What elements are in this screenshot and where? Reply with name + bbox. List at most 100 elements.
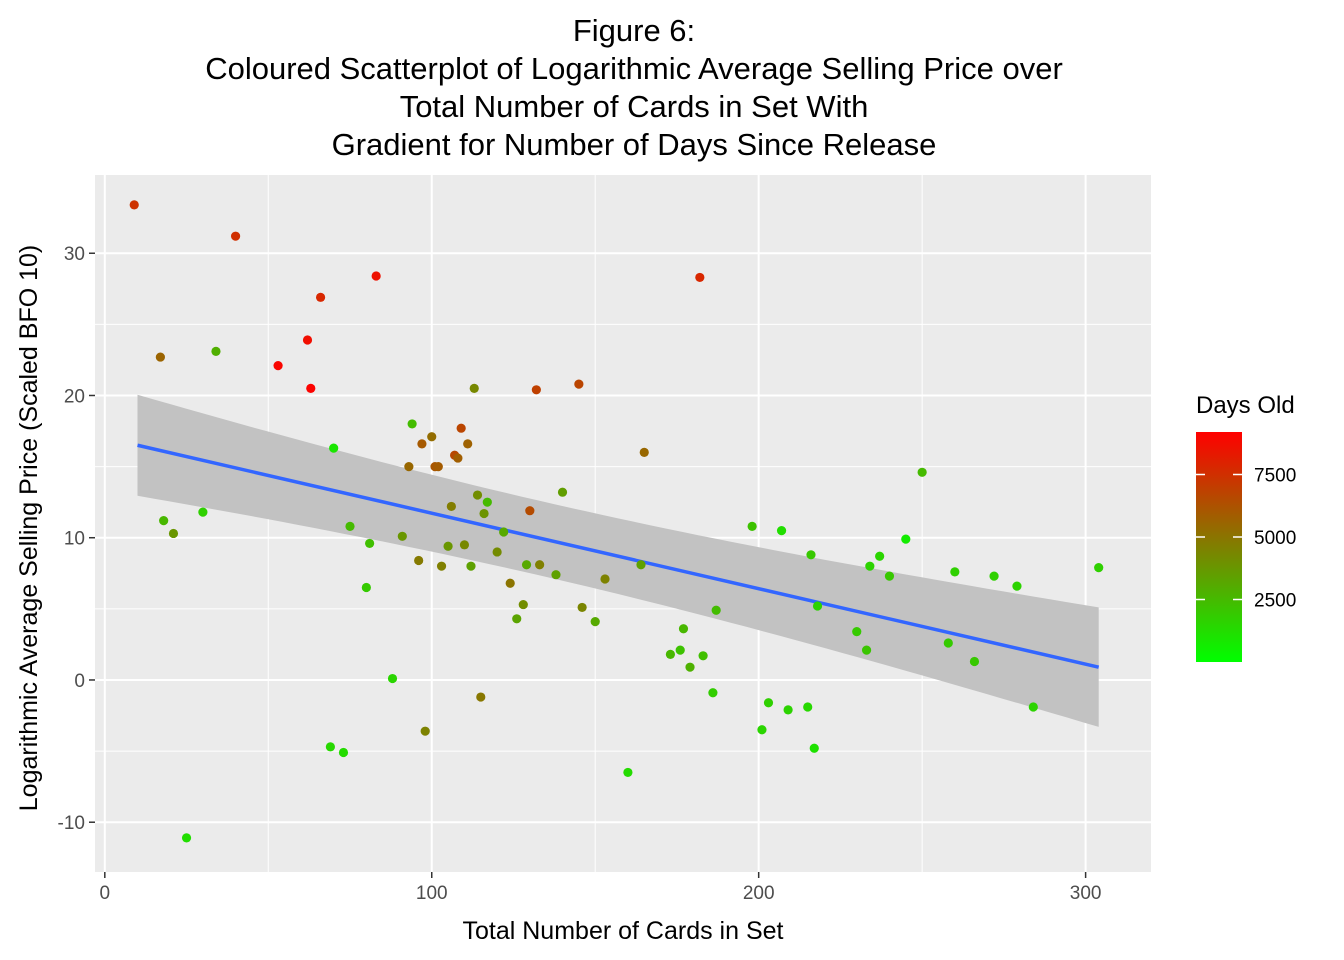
data-point — [675, 645, 685, 655]
data-point — [884, 571, 895, 581]
data-point — [776, 526, 787, 536]
y-tick-label: 30 — [64, 244, 85, 265]
data-point — [302, 335, 313, 345]
data-point — [420, 726, 430, 736]
legend-tick-label: 2500 — [1254, 591, 1296, 612]
y-axis-ticks: -10 0 10 20 30 — [58, 244, 95, 834]
data-point — [803, 702, 813, 712]
data-point — [436, 561, 447, 571]
data-point — [535, 560, 545, 570]
data-point — [525, 506, 535, 516]
data-point — [168, 528, 179, 539]
data-point — [345, 521, 355, 531]
legend-tick-label: 7500 — [1254, 466, 1296, 487]
data-point — [574, 379, 584, 389]
data-point — [698, 651, 708, 661]
data-point — [338, 747, 349, 758]
data-point — [639, 447, 649, 457]
data-point — [1028, 702, 1038, 712]
x-tick-label: 100 — [416, 883, 448, 904]
data-point — [590, 617, 600, 627]
data-point — [427, 432, 437, 442]
data-point — [472, 490, 483, 500]
data-points — [129, 200, 1104, 843]
data-point — [861, 645, 872, 655]
data-point — [557, 487, 568, 497]
data-point — [404, 462, 414, 472]
y-tick-label: 10 — [64, 529, 85, 550]
data-point — [521, 560, 532, 570]
data-point — [443, 541, 453, 551]
data-point — [463, 439, 473, 449]
data-point — [361, 582, 371, 593]
data-point — [518, 599, 528, 610]
data-point — [407, 419, 417, 429]
data-point — [708, 688, 718, 698]
legend-color-bar — [1196, 432, 1242, 662]
data-point — [917, 467, 927, 477]
data-point — [479, 508, 489, 519]
data-point — [551, 570, 561, 580]
data-point — [809, 743, 819, 753]
y-axis-title: Logarithmic Average Selling Price (Scale… — [15, 245, 43, 811]
data-point — [865, 561, 875, 571]
data-point — [812, 601, 823, 611]
data-point — [456, 423, 466, 433]
data-point — [757, 725, 767, 735]
data-point — [512, 614, 522, 624]
data-point — [665, 649, 676, 659]
trend-line-layer — [137, 443, 1100, 669]
x-axis-title: Total Number of Cards in Set — [463, 917, 784, 945]
data-point — [230, 231, 241, 241]
data-point — [806, 550, 816, 560]
data-point — [636, 560, 646, 570]
data-point — [763, 698, 774, 708]
data-point — [901, 534, 911, 544]
data-point — [466, 561, 476, 571]
legend-ticks: 2500 5000 7500 — [1196, 466, 1296, 612]
data-point — [459, 540, 470, 550]
data-point — [711, 605, 721, 615]
data-point — [943, 638, 953, 648]
data-point — [1094, 562, 1104, 573]
data-point — [329, 443, 339, 453]
trend-line — [137, 443, 1100, 669]
title-line-2: Coloured Scatterplot of Logarithmic Aver… — [205, 51, 1063, 86]
data-point — [453, 453, 463, 463]
y-tick-label: 0 — [74, 671, 85, 692]
data-point — [476, 692, 486, 702]
data-point — [371, 271, 381, 281]
data-point — [155, 352, 165, 362]
data-point — [623, 767, 633, 778]
data-point — [685, 662, 695, 672]
data-point — [577, 602, 587, 613]
data-point — [499, 527, 509, 537]
chart-title: Figure 6: Coloured Scatterplot of Logari… — [205, 13, 1063, 162]
data-point — [747, 521, 757, 531]
data-point — [492, 547, 502, 557]
x-tick-label: 0 — [100, 883, 111, 904]
data-point — [875, 551, 885, 561]
y-tick-label: 20 — [64, 386, 85, 407]
x-tick-label: 300 — [1070, 883, 1102, 904]
color-legend: Days Old 2500 5000 7500 — [1196, 392, 1296, 662]
data-point — [306, 383, 316, 393]
y-tick-label: -10 — [58, 813, 85, 834]
data-point — [600, 574, 610, 584]
data-point — [315, 292, 326, 302]
data-point — [211, 346, 221, 356]
data-point — [159, 516, 169, 526]
data-point — [531, 385, 541, 395]
data-point — [950, 567, 960, 577]
legend-title: Days Old — [1196, 392, 1295, 419]
x-axis-ticks: 0 100 200 300 — [100, 872, 1102, 904]
data-point — [129, 200, 139, 210]
data-point — [433, 462, 443, 472]
data-point — [325, 742, 335, 752]
title-line-3: Total Number of Cards in Set With — [400, 89, 869, 124]
data-point — [181, 833, 192, 843]
data-point — [417, 439, 427, 449]
legend-tick-label: 5000 — [1254, 528, 1296, 549]
data-point — [695, 272, 705, 283]
